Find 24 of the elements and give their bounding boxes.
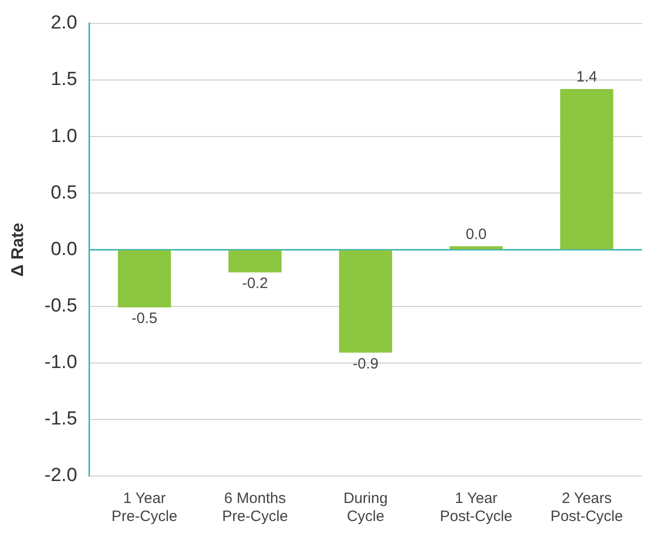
data-label: 0.0	[466, 226, 487, 243]
y-tick-label: 0.0	[50, 238, 78, 260]
bar	[228, 250, 282, 272]
y-axis-title: Δ Rate	[8, 222, 27, 277]
y-tick-label: -2.0	[44, 465, 78, 486]
y-tick-label: -1.5	[44, 408, 78, 430]
y-tick-label: 1.0	[50, 126, 78, 147]
x-tick-label: During Cycle	[343, 490, 388, 526]
y-tick-label: -0.5	[44, 296, 78, 317]
x-tick-label: 2 Years Post-Cycle	[550, 490, 623, 526]
y-tick-label: 2.0	[50, 12, 78, 34]
y-tick-label: -1.0	[44, 352, 78, 374]
bar	[118, 250, 171, 308]
x-tick-label: 1 Year Pre-Cycle	[111, 490, 178, 526]
data-label: -0.2	[242, 274, 268, 292]
data-label: -0.5	[131, 310, 158, 328]
bar	[339, 250, 392, 353]
data-label: 1.4	[576, 68, 598, 86]
data-label: -0.9	[352, 355, 378, 372]
y-tick-label: 0.5	[50, 182, 78, 204]
bar	[560, 89, 614, 250]
y-tick-label: 1.5	[50, 69, 78, 90]
x-tick-label: 1 Year Post-Cycle	[440, 490, 512, 526]
x-tick-label: 6 Months Pre-Cycle	[222, 490, 288, 526]
